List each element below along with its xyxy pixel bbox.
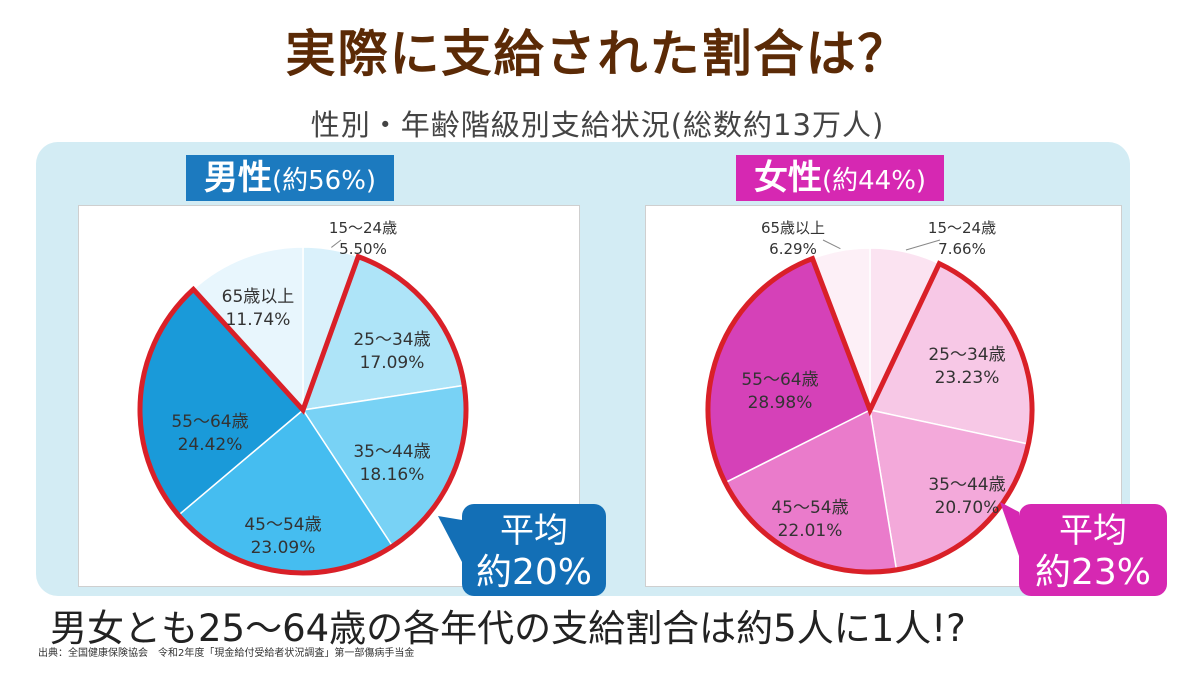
male-label-category-4: 55～64歳 (171, 412, 248, 432)
page-title: 実際に支給された割合は？ (285, 25, 910, 83)
source-note: 出典：全国健康保険協会 令和2年度「現金給付受給者状況調査」第一部傷病手当金 (38, 648, 415, 659)
male-callout-pointer (438, 516, 462, 562)
female-label-value-4: 28.98% (748, 393, 813, 413)
male-header-share: (約56%) (272, 166, 377, 196)
male-label-category-3: 45～54歳 (244, 515, 321, 535)
male-leader-line-0 (331, 239, 342, 248)
male-callout-value: 約20% (475, 552, 593, 593)
female-label-category-3: 45～54歳 (771, 498, 848, 518)
female-average-callout: 平均 約23% (1019, 504, 1167, 596)
female-label-category-0: 15～24歳 (928, 219, 996, 237)
female-label-category-5: 65歳以上 (761, 219, 825, 237)
female-label-value-0: 7.66% (938, 240, 986, 258)
female-callout-value: 約23% (1034, 552, 1152, 593)
male-label-value-1: 17.09% (360, 353, 425, 373)
female-label-value-5: 6.29% (769, 240, 817, 258)
female-callout-label: 平均 (1059, 511, 1127, 551)
female-label-value-3: 22.01% (778, 521, 843, 541)
female-label-category-2: 35～44歳 (928, 475, 1005, 495)
male-label-value-3: 23.09% (251, 538, 316, 558)
female-leader-line-0 (905, 239, 941, 251)
female-label-category-1: 25～34歳 (928, 345, 1005, 365)
female-leader-line-5 (822, 239, 841, 250)
female-callout-pointer (1000, 502, 1019, 556)
footer-message: 男女とも25～64歳の各年代の支給割合は約5人に1人!? (50, 607, 966, 650)
male-header-title: 男性 (204, 158, 272, 198)
female-header: 女性(約44%) (736, 155, 945, 201)
female-header-share: (約44%) (822, 166, 927, 196)
male-label-category-5: 65歳以上 (222, 287, 295, 307)
female-label-value-1: 23.23% (935, 368, 1000, 388)
male-slice-5 (192, 246, 304, 412)
male-label-category-1: 25～34歳 (353, 330, 430, 350)
male-label-category-2: 35～44歳 (353, 442, 430, 462)
male-header: 男性(約56%) (186, 155, 395, 201)
male-highlight-outline (137, 253, 469, 576)
male-label-value-2: 18.16% (360, 465, 425, 485)
male-callout-label: 平均 (500, 511, 568, 551)
male-average-callout: 平均 約20% (462, 504, 606, 596)
female-highlight-outline (705, 255, 1035, 575)
female-label-value-2: 20.70% (935, 498, 1000, 518)
male-label-value-5: 11.74% (226, 310, 291, 330)
page-subtitle: 性別・年齢階級別支給状況(総数約13万人) (310, 108, 885, 142)
male-label-value-4: 24.42% (178, 435, 243, 455)
female-header-title: 女性 (754, 158, 822, 198)
male-label-value-0: 5.50% (339, 240, 387, 258)
male-label-category-0: 15～24歳 (329, 219, 397, 237)
female-label-category-4: 55～64歳 (741, 370, 818, 390)
